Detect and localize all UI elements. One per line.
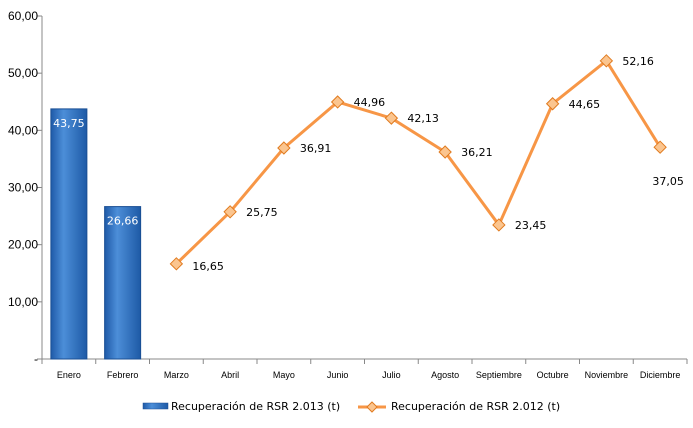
- line-series: [169, 54, 667, 271]
- line-value-label: 52,16: [622, 55, 654, 68]
- bar-value-label: 43,75: [53, 117, 85, 130]
- x-tick-label: Diciembre: [640, 370, 681, 380]
- line-value-label: 44,96: [354, 96, 386, 109]
- axes: - 10,00 20,00 30,00 40,00 50,00 60,00 Enero Febr…: [8, 9, 688, 380]
- line-value-label: 36,91: [300, 142, 332, 155]
- bar-value-label: 26,66: [107, 215, 139, 228]
- line-value-label: 25,75: [246, 206, 278, 219]
- line-point: [384, 111, 399, 125]
- legend: Recuperación de RSR 2.013 (t) Recuperació…: [142, 400, 560, 413]
- line-value-label: 44,65: [569, 98, 601, 111]
- line-value-label: 23,45: [515, 219, 547, 232]
- y-tick-label: 40,00: [8, 123, 38, 137]
- line-point: [545, 97, 560, 111]
- x-tick-label: Mayo: [273, 370, 295, 380]
- x-tick-label: Julio: [382, 370, 401, 380]
- line-value-label: 36,21: [461, 146, 493, 159]
- x-tick-label: Junio: [327, 370, 349, 380]
- legend-label-2012: Recuperación de RSR 2.012 (t): [391, 400, 560, 413]
- y-tick-label: 50,00: [8, 66, 38, 80]
- line-value-label: 16,65: [192, 260, 224, 273]
- line-point: [223, 205, 237, 219]
- legend-swatch-bar: [142, 402, 169, 410]
- x-tick-label: Noviembre: [585, 370, 629, 380]
- legend-swatch-marker: [366, 401, 378, 413]
- line-point: [277, 141, 291, 155]
- line-point: [438, 145, 452, 159]
- legend-label-2013: Recuperación de RSR 2.013 (t): [171, 400, 340, 413]
- line-point: [599, 54, 614, 68]
- line-point: [169, 257, 184, 271]
- line-point: [330, 95, 345, 109]
- series-line: [175, 59, 662, 265]
- bar: [104, 206, 142, 360]
- y-tick-label: 20,00: [8, 238, 38, 252]
- y-tick-label: 60,00: [8, 9, 38, 23]
- x-tick-label: Octubre: [537, 370, 569, 380]
- y-tick-label: -: [34, 352, 38, 366]
- y-tick-label: 10,00: [8, 295, 38, 309]
- x-tick-label: Marzo: [164, 370, 189, 380]
- bar: [50, 108, 88, 360]
- x-tick-label: Agosto: [431, 370, 459, 380]
- x-tick-label: Septiembre: [476, 370, 522, 380]
- x-tick-label: Abril: [221, 370, 239, 380]
- data-labels: 43,75 26,66 16,65 25,75 36,91 44,96 42,13 36,21…: [53, 55, 684, 273]
- line-value-label: 42,13: [407, 112, 439, 125]
- line-value-label: 37,05: [652, 175, 684, 188]
- x-tick-label: Febrero: [107, 370, 139, 380]
- bar-series: [50, 108, 142, 360]
- line-point: [492, 218, 506, 232]
- y-tick-label: 30,00: [8, 181, 38, 195]
- line-point: [653, 140, 667, 154]
- x-tick-label: Enero: [57, 370, 81, 380]
